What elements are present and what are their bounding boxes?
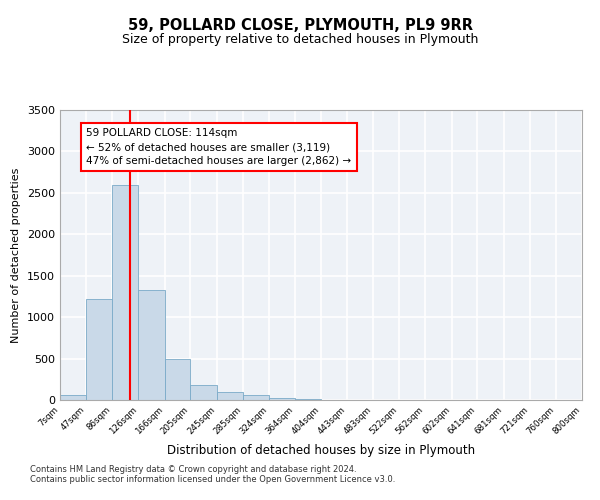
- Text: Contains HM Land Registry data © Crown copyright and database right 2024.: Contains HM Land Registry data © Crown c…: [30, 466, 356, 474]
- Bar: [164, 360, 190, 400]
- Bar: [295, 399, 322, 400]
- Text: 59 POLLARD CLOSE: 114sqm
← 52% of detached houses are smaller (3,119)
47% of sem: 59 POLLARD CLOSE: 114sqm ← 52% of detach…: [86, 128, 352, 166]
- Bar: [112, 186, 139, 400]
- Bar: [243, 396, 269, 400]
- Bar: [139, 290, 164, 400]
- Text: Size of property relative to detached houses in Plymouth: Size of property relative to detached ho…: [122, 32, 478, 46]
- X-axis label: Distribution of detached houses by size in Plymouth: Distribution of detached houses by size …: [167, 444, 475, 457]
- Text: Contains public sector information licensed under the Open Government Licence v3: Contains public sector information licen…: [30, 476, 395, 484]
- Y-axis label: Number of detached properties: Number of detached properties: [11, 168, 22, 342]
- Bar: [60, 396, 86, 400]
- Bar: [86, 299, 112, 400]
- Text: 59, POLLARD CLOSE, PLYMOUTH, PL9 9RR: 59, POLLARD CLOSE, PLYMOUTH, PL9 9RR: [128, 18, 473, 32]
- Bar: [217, 392, 243, 400]
- Bar: [269, 398, 295, 400]
- Bar: [190, 385, 217, 400]
